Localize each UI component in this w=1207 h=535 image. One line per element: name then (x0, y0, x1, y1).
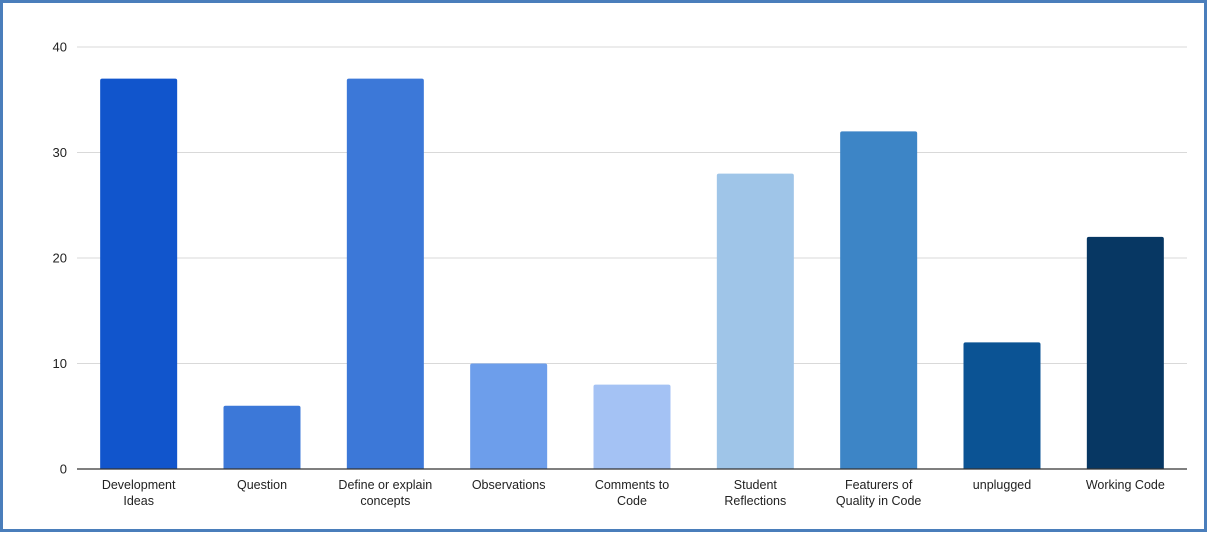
bars (100, 78, 1164, 470)
bar (1086, 236, 1164, 469)
y-axis-ticks: 0 10 20 30 40 (53, 40, 67, 477)
bar (223, 405, 301, 469)
y-tick-label: 30 (53, 145, 67, 160)
y-tick-label: 0 (60, 462, 67, 477)
x-tick-label: Question (237, 478, 287, 492)
x-tick-label: Working Code (1086, 478, 1165, 492)
y-tick-label: 20 (53, 251, 67, 266)
x-tick-label: Observations (472, 478, 546, 492)
x-tick-label: Comments to Code (595, 478, 669, 508)
y-tick-label: 10 (53, 356, 67, 371)
bar (346, 78, 424, 470)
bar-chart: 0 10 20 30 40 Development Ideas Question Define… (53, 40, 1187, 508)
bar (716, 173, 794, 469)
y-tick-label: 40 (53, 40, 67, 55)
bar (100, 78, 178, 470)
gridlines (77, 46, 1187, 364)
x-tick-label: Development Ideas (102, 478, 176, 508)
bar (593, 384, 671, 469)
x-tick-label: Define or explain concepts (338, 478, 432, 508)
bar (963, 342, 1041, 469)
bar (840, 131, 918, 469)
x-tick-label: Featurers of Quality in Code (836, 478, 922, 508)
x-axis-labels: Development Ideas Question Define or explai… (102, 478, 1165, 508)
x-tick-label: Student Reflections (724, 478, 786, 508)
bar (470, 363, 548, 469)
x-tick-label: unplugged (973, 478, 1031, 492)
